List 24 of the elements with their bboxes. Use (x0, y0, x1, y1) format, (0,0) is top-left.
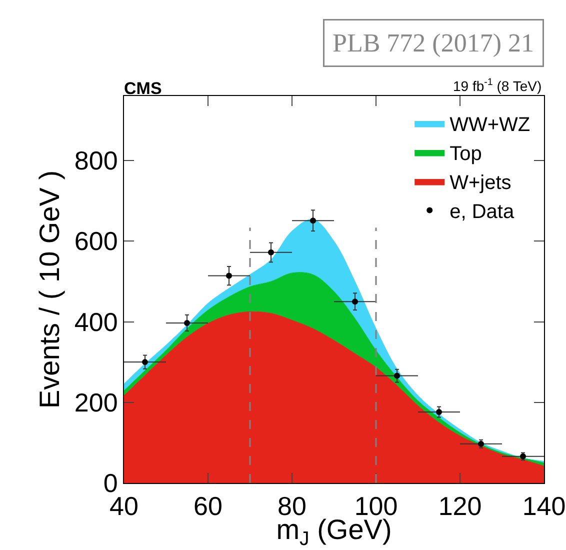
point (268, 249, 274, 256)
legend-label: WW+WZ (450, 114, 530, 136)
chart-subtitle: 19 fb$^{-1}$ (8 TeV) (453, 77, 542, 94)
chart-title: CMS (124, 79, 162, 98)
legend-label: W+jets (450, 172, 512, 194)
point (184, 320, 190, 326)
point (394, 372, 400, 379)
point (310, 218, 316, 224)
y-tick-label: 400 (74, 306, 118, 337)
legend-label: e, Data (450, 201, 515, 224)
legend-label: Top (450, 143, 482, 166)
point (436, 409, 442, 416)
y-axis-title: Events / ( 10 GeV ) (34, 170, 66, 409)
y-tick-label: 800 (74, 146, 118, 176)
x-tick-label: 60 (194, 491, 222, 522)
x-tick-label: 120 (438, 491, 482, 522)
text: PLB 772 (2017) 21 (332, 28, 534, 58)
point (226, 272, 232, 279)
point (352, 298, 358, 305)
y-tick-label: 200 (74, 387, 118, 418)
point (142, 359, 148, 366)
x-tick-label: 140 (522, 491, 566, 522)
x-tick-label: 80 (278, 491, 306, 522)
y-tick-label: 600 (74, 226, 118, 256)
